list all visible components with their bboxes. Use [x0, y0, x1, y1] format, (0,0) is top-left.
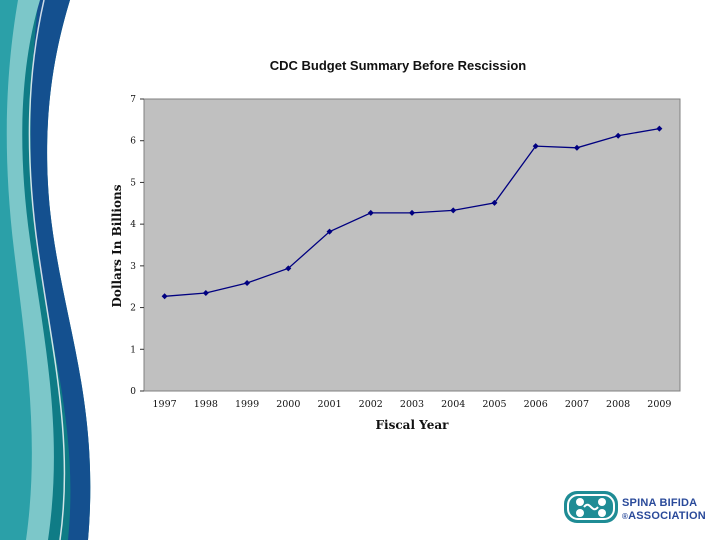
- data-point: [491, 199, 498, 206]
- sba-logo-icon: [564, 491, 618, 523]
- decorative-swoosh: [0, 0, 91, 540]
- swoosh-white-line: [28, 0, 66, 540]
- y-axis: 0 1 2 3 4 5 6 7: [130, 95, 144, 397]
- y-tick-label: 3: [130, 262, 136, 272]
- x-tick-label: 2006: [524, 399, 548, 410]
- data-point: [326, 228, 333, 235]
- swoosh-mid-band: [0, 0, 32, 540]
- x-axis-title: Fiscal Year: [376, 418, 450, 432]
- x-tick-label: 2008: [606, 399, 630, 410]
- data-point: [409, 209, 415, 216]
- chart-title: CDC Budget Summary Before Rescission: [270, 58, 527, 73]
- x-tick-label: 2001: [317, 399, 341, 410]
- x-axis: 1997 1998 1999 2000 2001 2002 2003 2004 2005 2006…: [153, 399, 672, 410]
- x-tick-label: 2007: [565, 399, 589, 410]
- x-tick-label: 2009: [647, 399, 671, 410]
- spina-bifida-logo: SPINA BIFIDA ®ASSOCIATION: [562, 484, 712, 530]
- y-tick-label: 5: [130, 178, 136, 188]
- data-point: [285, 265, 292, 272]
- y-axis-title: Dollars In Billions: [110, 184, 124, 307]
- registered-mark: ®: [622, 512, 629, 521]
- plot-area: [143, 98, 681, 392]
- y-tick-label: 0: [130, 387, 136, 397]
- logo-line-1: SPINA BIFIDA: [622, 497, 698, 509]
- data-point: [656, 125, 663, 132]
- logo-line-2-text: ASSOCIATION: [628, 510, 706, 522]
- logo-line-2: ®ASSOCIATION: [622, 510, 706, 523]
- x-tick-label: 2003: [400, 399, 424, 410]
- series-points-group: [161, 125, 663, 300]
- data-point: [161, 293, 168, 300]
- data-point: [450, 207, 457, 214]
- x-tick-label: 2004: [441, 399, 465, 410]
- data-point: [202, 289, 209, 296]
- y-tick-label: 6: [130, 137, 136, 147]
- data-point: [573, 144, 580, 151]
- y-tick-label: 2: [130, 304, 136, 314]
- x-tick-label: 1999: [235, 399, 259, 410]
- data-point: [532, 143, 539, 150]
- y-tick-label: 1: [130, 345, 136, 355]
- data-point: [367, 209, 374, 216]
- swoosh-navy-band: [30, 0, 91, 540]
- x-tick-label: 2002: [359, 399, 383, 410]
- logo-wordmark: SPINA BIFIDA ®ASSOCIATION: [622, 497, 706, 523]
- y-tick-label: 4: [130, 220, 136, 230]
- y-tick-label: 7: [130, 95, 136, 105]
- x-tick-label: 1997: [153, 399, 177, 410]
- data-point: [615, 132, 622, 139]
- data-point: [244, 279, 251, 286]
- x-tick-label: 2000: [276, 399, 300, 410]
- x-tick-label: 1998: [194, 399, 218, 410]
- x-tick-label: 2005: [482, 399, 506, 410]
